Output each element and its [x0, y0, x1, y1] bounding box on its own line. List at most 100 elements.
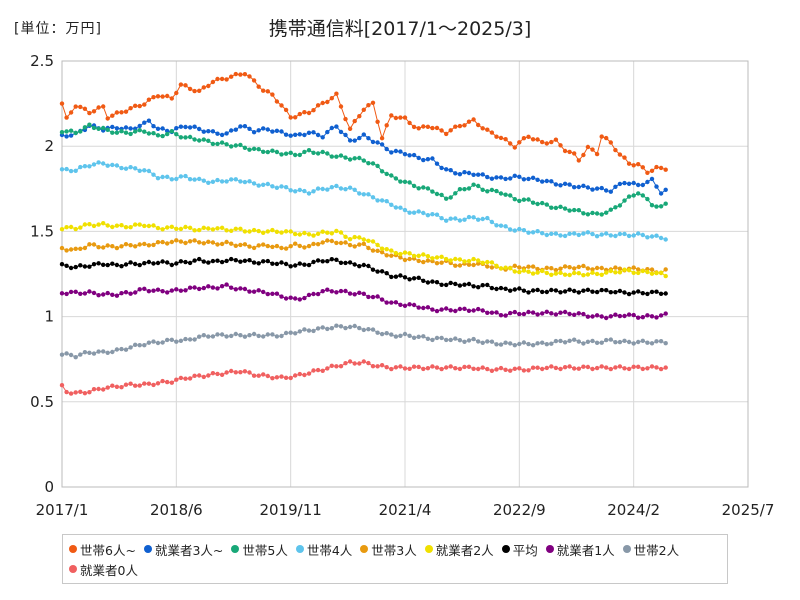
data-point: [476, 258, 481, 263]
chart-title: 携帯通信料[2017/1～2025/3]: [268, 18, 532, 40]
data-point: [128, 243, 133, 248]
data-point: [219, 132, 225, 138]
data-point: [585, 144, 591, 150]
data-point: [357, 191, 362, 196]
data-point: [594, 365, 600, 371]
data-point: [251, 78, 257, 83]
data-point: [549, 287, 554, 293]
data-point: [215, 371, 220, 377]
data-point: [347, 324, 353, 330]
data-point: [654, 270, 659, 276]
data-point: [562, 206, 568, 211]
legend-swatch: [360, 545, 369, 553]
data-point: [302, 295, 307, 301]
data-point: [384, 271, 389, 276]
data-point: [215, 258, 220, 263]
data-point: [96, 349, 101, 354]
data-point: [613, 184, 618, 189]
data-point: [242, 334, 248, 339]
data-point: [133, 166, 138, 171]
data-point: [101, 221, 106, 226]
data-point: [498, 342, 504, 347]
data-point: [448, 308, 453, 313]
data-point: [480, 340, 485, 345]
series-line: [61, 360, 666, 395]
data-point: [59, 352, 65, 357]
data-point: [567, 311, 572, 317]
data-point: [649, 168, 655, 173]
data-point: [119, 385, 124, 390]
data-point: [366, 245, 371, 251]
data-point: [398, 251, 403, 257]
data-point: [311, 108, 316, 113]
data-point: [590, 187, 595, 192]
data-point: [389, 366, 394, 372]
data-point: [411, 253, 417, 259]
data-point: [384, 123, 389, 128]
data-point: [187, 260, 193, 266]
data-point: [87, 164, 92, 169]
data-point: [192, 373, 197, 378]
data-point: [114, 347, 120, 352]
data-point: [544, 265, 549, 270]
data-point: [645, 291, 650, 297]
data-point: [142, 261, 147, 266]
data-point: [178, 82, 184, 87]
data-point: [521, 197, 527, 202]
data-point: [219, 284, 225, 289]
data-point: [594, 313, 600, 318]
data-point: [206, 284, 211, 289]
data-point: [142, 343, 147, 348]
data-point: [114, 384, 120, 389]
data-point: [361, 262, 366, 268]
data-point: [110, 349, 115, 355]
data-point: [119, 346, 124, 352]
data-point: [219, 76, 225, 82]
data-point: [654, 233, 659, 238]
data-point: [379, 297, 385, 302]
data-point: [183, 288, 188, 293]
legend-label: 就業者2人: [435, 542, 494, 558]
data-point: [274, 261, 280, 267]
data-point: [261, 149, 266, 154]
data-point: [133, 103, 138, 109]
data-point: [114, 245, 120, 251]
data-point: [187, 285, 193, 290]
data-point: [654, 184, 659, 189]
data-point: [215, 76, 220, 82]
data-point: [370, 161, 376, 166]
data-point: [279, 103, 284, 108]
data-point: [521, 368, 527, 373]
data-point: [494, 286, 499, 292]
data-point: [238, 124, 243, 129]
data-point: [361, 237, 366, 242]
data-point: [453, 308, 458, 314]
data-point: [498, 285, 504, 291]
data-point: [553, 137, 559, 142]
data-point: [233, 243, 238, 248]
data-point: [393, 250, 399, 256]
data-point: [201, 225, 206, 230]
data-point: [444, 256, 449, 262]
data-point: [82, 164, 88, 169]
data-point: [68, 224, 74, 230]
data-point: [617, 266, 623, 271]
data-point: [508, 227, 513, 232]
data-point: [169, 239, 174, 245]
data-point: [462, 282, 467, 287]
data-point: [187, 225, 193, 230]
data-point: [512, 269, 517, 274]
data-point: [256, 128, 261, 133]
data-point: [133, 383, 138, 388]
data-point: [658, 291, 664, 296]
data-point: [174, 226, 179, 231]
data-point: [626, 268, 632, 273]
data-point: [256, 333, 261, 339]
data-point: [558, 233, 563, 238]
data-point: [261, 126, 266, 131]
data-point: [64, 351, 69, 356]
legend-swatch: [295, 545, 304, 553]
data-point: [585, 266, 591, 271]
data-point: [608, 233, 613, 238]
data-point: [640, 338, 645, 343]
